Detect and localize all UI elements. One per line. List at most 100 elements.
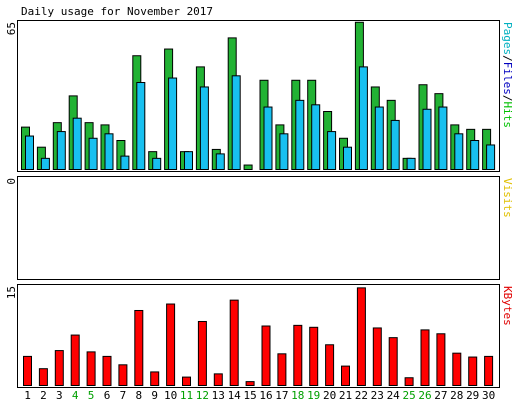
bar-kbytes-kbytes-12 bbox=[197, 320, 207, 387]
bar-kbytes-kbytes-19 bbox=[309, 326, 319, 386]
bar-hits-files-6 bbox=[104, 133, 114, 170]
bar-hits-files-4 bbox=[72, 117, 82, 170]
bar-kbytes-kbytes-4 bbox=[70, 334, 80, 386]
x-tick-label-20: 20 bbox=[323, 389, 336, 402]
y-max-label-hits: 65 bbox=[5, 22, 18, 35]
x-tick-label-9: 9 bbox=[151, 389, 158, 402]
bar-kbytes-kbytes-27 bbox=[436, 333, 446, 386]
legend-item-hits-0: Pages bbox=[501, 22, 514, 55]
legend-item-kbytes-0: KBytes bbox=[501, 286, 514, 326]
x-tick-label-12: 12 bbox=[196, 389, 209, 402]
bar-hits-files-8 bbox=[136, 82, 146, 170]
bar-kbytes-kbytes-28 bbox=[452, 352, 462, 386]
bar-hits-files-30 bbox=[486, 144, 496, 170]
legend-hits: Pages/Files/Hits bbox=[501, 22, 514, 128]
x-tick-label-17: 17 bbox=[275, 389, 288, 402]
x-tick-label-8: 8 bbox=[135, 389, 142, 402]
bar-hits-hits-15 bbox=[243, 164, 253, 171]
legend-kbytes: KBytes bbox=[501, 286, 514, 326]
bar-kbytes-kbytes-23 bbox=[372, 327, 382, 386]
x-tick-label-14: 14 bbox=[228, 389, 242, 402]
bar-kbytes-kbytes-29 bbox=[468, 356, 478, 386]
bar-hits-files-14 bbox=[231, 75, 241, 170]
bar-kbytes-kbytes-24 bbox=[388, 337, 398, 386]
legend-item-visits-0: Visits bbox=[501, 178, 514, 218]
bar-hits-files-13 bbox=[215, 153, 225, 170]
bar-kbytes-kbytes-7 bbox=[118, 364, 128, 387]
bar-hits-files-23 bbox=[374, 106, 384, 170]
x-tick-label-7: 7 bbox=[120, 389, 127, 402]
x-tick-label-25: 25 bbox=[402, 389, 415, 402]
bar-kbytes-kbytes-20 bbox=[325, 344, 335, 387]
bar-kbytes-kbytes-2 bbox=[38, 368, 48, 387]
bar-hits-files-28 bbox=[454, 133, 464, 170]
bar-hits-files-27 bbox=[438, 106, 448, 170]
x-tick-label-10: 10 bbox=[164, 389, 177, 402]
x-tick-label-30: 30 bbox=[482, 389, 495, 402]
bar-kbytes-kbytes-5 bbox=[86, 351, 96, 386]
bar-hits-files-22 bbox=[358, 66, 368, 170]
x-tick-label-3: 3 bbox=[56, 389, 63, 402]
legend-item-hits-4: Hits bbox=[501, 102, 514, 129]
bar-kbytes-kbytes-15 bbox=[245, 381, 255, 386]
x-axis: 1 2 3 4 5 6 7 8 9 10 11 12 13 14 15 16 17 18 19 20 21 22 23 24 2… bbox=[24, 389, 495, 402]
bar-kbytes-kbytes-30 bbox=[484, 355, 494, 386]
bar-hits-files-26 bbox=[422, 108, 432, 171]
bar-kbytes-kbytes-16 bbox=[261, 325, 271, 386]
bar-kbytes-kbytes-22 bbox=[356, 287, 366, 386]
x-tick-label-21: 21 bbox=[339, 389, 352, 402]
bar-hits-files-19 bbox=[311, 104, 321, 170]
x-tick-label-11: 11 bbox=[180, 389, 193, 402]
panel-frame-visits bbox=[17, 176, 500, 280]
x-tick-label-22: 22 bbox=[355, 389, 368, 402]
legend-visits: Visits bbox=[501, 178, 514, 218]
bar-kbytes-kbytes-3 bbox=[54, 350, 64, 386]
bar-hits-files-18 bbox=[295, 99, 305, 170]
bar-hits-files-2 bbox=[40, 157, 50, 171]
bar-kbytes-kbytes-11 bbox=[182, 376, 191, 386]
bar-hits-files-20 bbox=[327, 131, 337, 170]
bar-kbytes-kbytes-13 bbox=[213, 373, 223, 386]
bar-hits-files-7 bbox=[120, 155, 130, 171]
panel-visits: 0 Visits bbox=[5, 176, 514, 280]
bar-hits-files-29 bbox=[470, 140, 480, 170]
bar-hits-files-3 bbox=[56, 131, 66, 170]
x-tick-label-18: 18 bbox=[291, 389, 304, 402]
x-tick-label-28: 28 bbox=[450, 389, 463, 402]
bar-hits-files-1 bbox=[25, 135, 34, 171]
x-tick-label-6: 6 bbox=[104, 389, 111, 402]
x-tick-label-16: 16 bbox=[259, 389, 272, 402]
x-tick-label-2: 2 bbox=[40, 389, 47, 402]
panel-hits: 65 Pages/Files/Hits bbox=[5, 20, 514, 172]
bar-hits-files-17 bbox=[279, 133, 289, 170]
x-tick-label-26: 26 bbox=[418, 389, 431, 402]
bar-hits-files-5 bbox=[88, 137, 98, 170]
bar-hits-files-16 bbox=[263, 106, 273, 170]
x-tick-label-24: 24 bbox=[387, 389, 401, 402]
bar-kbytes-kbytes-25 bbox=[404, 377, 414, 386]
x-tick-label-15: 15 bbox=[243, 389, 256, 402]
bar-hits-files-24 bbox=[390, 119, 400, 171]
x-tick-label-27: 27 bbox=[434, 389, 447, 402]
bar-kbytes-kbytes-18 bbox=[293, 324, 303, 386]
bar-hits-files-12 bbox=[199, 86, 209, 170]
legend-item-hits-1: / bbox=[501, 55, 514, 62]
bar-kbytes-kbytes-1 bbox=[23, 355, 32, 386]
bar-kbytes-kbytes-8 bbox=[134, 309, 144, 386]
x-tick-label-23: 23 bbox=[371, 389, 384, 402]
x-tick-label-19: 19 bbox=[307, 389, 320, 402]
bar-hits-files-10 bbox=[168, 77, 178, 170]
y-max-label-kbytes: 15 bbox=[5, 286, 18, 299]
bar-hits-files-9 bbox=[152, 157, 162, 171]
bar-hits-files-21 bbox=[343, 146, 352, 170]
bar-kbytes-kbytes-6 bbox=[102, 355, 112, 386]
bar-kbytes-kbytes-26 bbox=[420, 329, 430, 386]
bar-hits-files-11 bbox=[184, 151, 193, 170]
x-tick-label-4: 4 bbox=[72, 389, 79, 402]
x-tick-label-13: 13 bbox=[212, 389, 225, 402]
bar-kbytes-kbytes-14 bbox=[229, 299, 239, 387]
chart-title: Daily usage for November 2017 bbox=[21, 5, 213, 18]
